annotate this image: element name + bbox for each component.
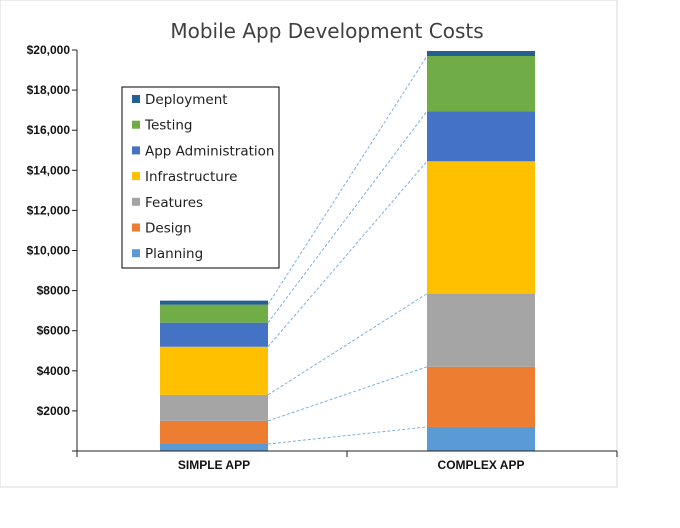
connector-line — [267, 293, 428, 396]
bar-segment-planning-simple — [160, 443, 268, 451]
legend-swatch — [132, 223, 140, 232]
legend-label: Planning — [145, 246, 203, 262]
bar-segment-planning-complex — [427, 426, 535, 451]
bar-segment-infrastructure-simple — [160, 346, 268, 395]
bar-segment-testing-simple — [160, 304, 268, 323]
connector-line — [267, 55, 428, 305]
legend-box — [121, 86, 280, 269]
legend-label: Deployment — [145, 92, 228, 108]
legend-label: Features — [145, 195, 203, 211]
bar-segment-deployment-complex — [427, 51, 535, 57]
legend-swatch — [132, 95, 140, 103]
bar-segment-features-simple — [160, 394, 268, 421]
legend-label: Infrastructure — [145, 169, 237, 185]
axes: $2000 $4000 $6000 $8000 $10,000 $12,000 $14,00… — [27, 43, 618, 472]
y-tick-label: $2000 — [37, 404, 71, 418]
bars — [160, 51, 535, 451]
bar-segment-infrastructure-complex — [427, 161, 535, 294]
legend-swatch — [132, 146, 140, 155]
bar-segment-design-simple — [160, 420, 268, 444]
legend-swatch — [132, 197, 140, 206]
y-tick-label: $4000 — [37, 364, 71, 378]
legend-label: Design — [145, 221, 192, 237]
y-tick-label: $14,000 — [27, 163, 71, 177]
x-category-label: COMPLEX APP — [438, 458, 525, 472]
legend-swatch — [132, 249, 140, 258]
y-tick-label: $6000 — [37, 324, 71, 338]
connector-line — [267, 366, 428, 422]
y-tick-label: $20,000 — [27, 43, 71, 57]
bar-segment-app-administration-complex — [427, 111, 535, 162]
connector-lines — [267, 55, 428, 445]
bar-segment-testing-complex — [427, 56, 535, 112]
bar-segment-deployment-simple — [160, 300, 268, 305]
chart-title: Mobile App Development Costs — [170, 19, 483, 43]
x-category-label: SIMPLE APP — [178, 458, 250, 472]
y-tick-label: $8000 — [37, 284, 71, 298]
y-tick-label: $18,000 — [27, 83, 71, 97]
legend-swatch — [132, 172, 140, 181]
connector-line — [267, 110, 428, 323]
legend-swatch — [132, 120, 140, 129]
y-tick-label: $12,000 — [27, 203, 71, 217]
y-tick-label: $10,000 — [27, 244, 71, 258]
connector-line — [267, 160, 428, 348]
bar-segment-features-complex — [427, 293, 535, 367]
legend-label: Testing — [144, 118, 192, 134]
legend-label: App Administration — [145, 143, 274, 159]
legend: Deployment Testing App Administration Infra… — [121, 86, 280, 269]
bar-segment-app-administration-simple — [160, 322, 268, 347]
bar-segment-design-complex — [427, 366, 535, 427]
y-tick-label: $16,000 — [27, 123, 71, 137]
connector-line — [267, 426, 428, 445]
